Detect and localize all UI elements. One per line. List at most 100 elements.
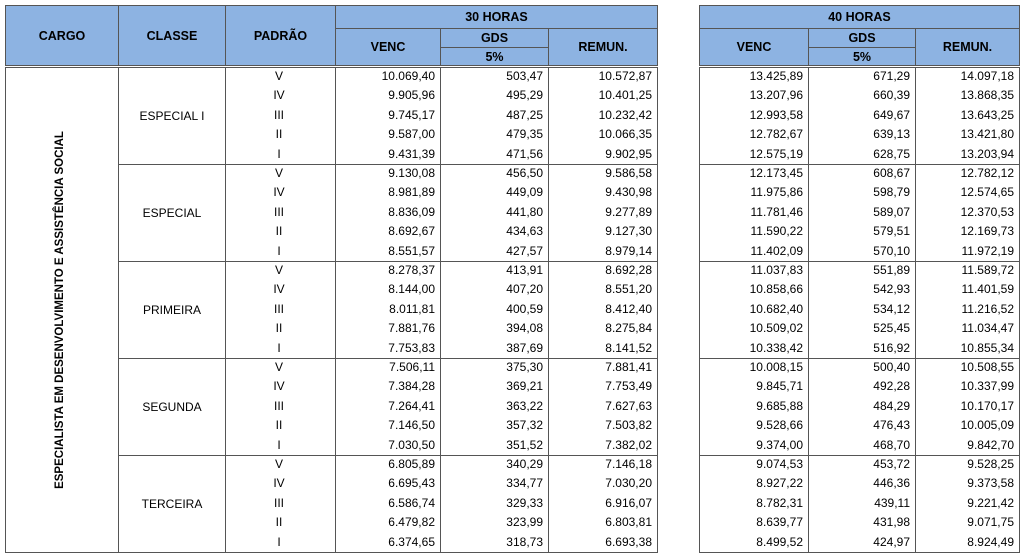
value-cell: 7.753,83 <box>388 340 435 355</box>
classe-cell: ESPECIAL <box>118 164 226 262</box>
value-cell: 628,75 <box>873 146 910 161</box>
value-cell: 598,79 <box>873 185 910 200</box>
value-cell: 8.692,67 <box>388 224 435 239</box>
padrao-cell: IV <box>273 476 285 491</box>
value-cell: 12.173,45 <box>749 166 803 180</box>
value-cell: 456,50 <box>506 166 543 180</box>
value-cell: 12.370,53 <box>960 204 1014 219</box>
value-cell: 6.803,81 <box>605 515 652 530</box>
gds-header: GDS <box>440 28 549 48</box>
value-cell: 9.842,70 <box>967 437 1014 452</box>
value-cell: 10.855,34 <box>960 340 1014 355</box>
group-header: 30 HORAS <box>335 5 658 29</box>
remun-header: REMUN. <box>915 28 1020 66</box>
value-cell: 7.503,82 <box>605 418 652 433</box>
value-cell: 6.805,89 <box>388 457 435 471</box>
value-cell: 11.975,86 <box>750 185 804 200</box>
value-cell: 375,30 <box>506 360 543 374</box>
padrao-cell: V <box>274 69 283 83</box>
value-cell: 660,39 <box>873 88 910 103</box>
value-cell: 7.146,18 <box>605 457 652 471</box>
value-cell: 357,32 <box>506 418 543 433</box>
value-cell: 10.005,09 <box>960 418 1014 433</box>
value-cell: 10.069,40 <box>381 69 435 83</box>
value-cell: 9.586,58 <box>605 166 652 180</box>
value-cell: 487,25 <box>506 107 543 122</box>
value-cell: 8.412,40 <box>605 301 652 316</box>
value-cell: 10.401,25 <box>598 88 652 103</box>
padrao-cell: V <box>274 457 283 471</box>
value-cell: 589,07 <box>873 204 910 219</box>
padrao-cell: IV <box>273 379 285 394</box>
value-cell: 13.643,25 <box>960 107 1014 122</box>
value-cell: 534,12 <box>873 301 910 316</box>
value-cell: 500,40 <box>873 360 910 374</box>
value-cell: 9.528,25 <box>967 457 1014 471</box>
value-cell: 441,80 <box>506 204 543 219</box>
value-cell: 9.074,53 <box>756 457 803 471</box>
value-cell: 9.221,42 <box>967 495 1014 510</box>
padrao-cell: I <box>277 534 281 549</box>
padrao-cell: II <box>275 321 283 336</box>
value-cell: 413,91 <box>506 263 543 277</box>
value-cell: 516,92 <box>873 340 910 355</box>
padrao-cell: I <box>277 243 281 258</box>
value-cell: 407,20 <box>506 282 543 297</box>
value-cell: 10.508,55 <box>960 360 1014 374</box>
value-cell: 7.881,76 <box>388 321 435 336</box>
value-cell: 10.572,87 <box>598 69 652 83</box>
value-cell: 639,13 <box>873 127 910 142</box>
padrao-header: PADRÃO <box>225 5 336 66</box>
value-cell: 8.278,37 <box>388 263 435 277</box>
value-cell: 11.402,09 <box>750 243 804 258</box>
value-cell: 431,98 <box>873 515 910 530</box>
value-cell: 9.374,00 <box>756 437 803 452</box>
value-cell: 7.384,28 <box>388 379 435 394</box>
value-cell: 6.479,82 <box>388 515 435 530</box>
value-cell: 351,52 <box>506 437 543 452</box>
cargo-label: ESPECIALISTA EM DESENVOLVIMENTO E ASSIST… <box>54 130 66 489</box>
value-cell: 649,67 <box>873 107 910 122</box>
value-cell: 7.146,50 <box>388 418 435 433</box>
value-cell: 439,11 <box>874 495 910 510</box>
value-cell: 8.499,52 <box>756 534 803 549</box>
value-cell: 9.845,71 <box>756 379 803 394</box>
remun-header: REMUN. <box>548 28 658 66</box>
value-cell: 340,29 <box>506 457 543 471</box>
value-cell: 525,45 <box>873 321 910 336</box>
value-cell: 479,35 <box>506 127 543 142</box>
value-cell: 427,57 <box>506 243 543 258</box>
value-cell: 434,63 <box>506 224 543 239</box>
value-cell: 8.141,52 <box>605 340 652 355</box>
value-cell: 318,73 <box>506 534 543 549</box>
value-cell: 12.575,19 <box>749 146 803 161</box>
value-cell: 7.881,41 <box>605 360 652 374</box>
column-box <box>915 455 1020 553</box>
value-cell: 387,69 <box>506 340 543 355</box>
value-cell: 8.639,77 <box>756 515 803 530</box>
classe-cell: SEGUNDA <box>118 358 226 456</box>
padrao-cell: IV <box>273 282 285 297</box>
value-cell: 11.037,83 <box>750 263 804 277</box>
value-cell: 453,72 <box>873 457 910 471</box>
value-cell: 542,93 <box>873 282 910 297</box>
value-cell: 8.782,31 <box>756 495 803 510</box>
value-cell: 9.430,98 <box>605 185 652 200</box>
value-cell: 8.692,28 <box>605 263 652 277</box>
value-cell: 11.216,52 <box>961 301 1015 316</box>
value-cell: 13.868,35 <box>960 88 1014 103</box>
value-cell: 13.207,96 <box>749 88 803 103</box>
value-cell: 495,29 <box>506 88 543 103</box>
value-cell: 13.425,89 <box>749 69 803 83</box>
value-cell: 484,29 <box>873 398 910 413</box>
value-cell: 12.169,73 <box>960 224 1014 239</box>
value-cell: 424,97 <box>873 534 910 549</box>
padrao-cell: II <box>275 515 283 530</box>
padrao-cell: II <box>275 127 283 142</box>
padrao-cell: V <box>274 263 283 277</box>
value-cell: 9.528,66 <box>756 418 803 433</box>
value-cell: 11.590,22 <box>750 224 804 239</box>
value-cell: 11.972,19 <box>961 243 1015 258</box>
value-cell: 579,51 <box>873 224 910 239</box>
